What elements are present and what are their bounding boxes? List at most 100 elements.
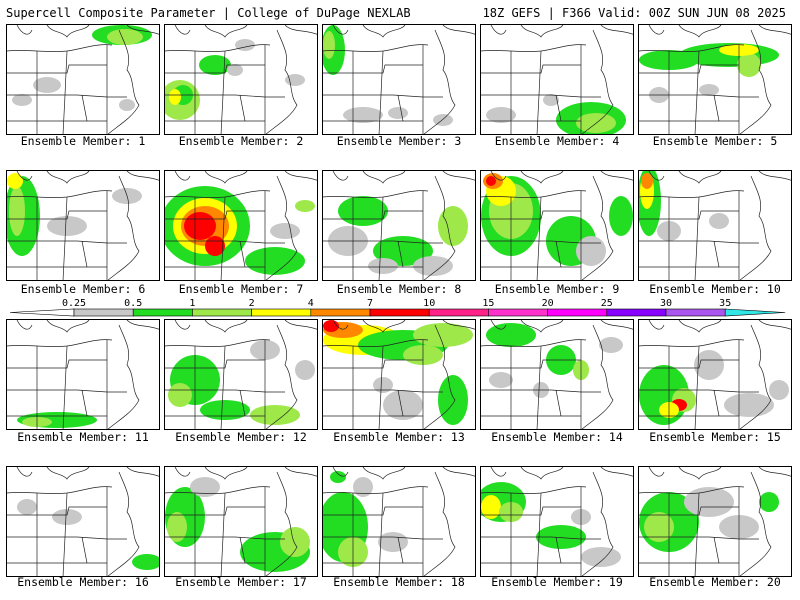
map-boundary-line	[323, 240, 424, 244]
scp-field-map	[481, 320, 633, 429]
map-boundary-line	[174, 467, 191, 477]
scp-shaded-region	[759, 492, 779, 512]
scp-shaded-region	[383, 390, 423, 420]
scp-field-map	[639, 25, 791, 134]
map-boundary-line	[581, 175, 614, 280]
scp-shaded-region	[52, 509, 82, 525]
map-boundary-line	[165, 94, 266, 98]
map-boundary-line	[323, 486, 429, 494]
scp-shaded-region	[353, 477, 373, 497]
colorbar-tick-label: 0.5	[124, 298, 142, 309]
map-boundary-line	[600, 467, 633, 477]
map-boundary-line	[107, 471, 140, 576]
map-boundary-line	[423, 29, 456, 134]
map-boundary-line	[7, 44, 113, 52]
scp-shaded-region	[270, 223, 300, 239]
ensemble-map-panel	[6, 170, 160, 281]
colorbar-segment	[428, 308, 489, 317]
map-boundary-line	[126, 320, 159, 330]
scp-shaded-region	[536, 525, 586, 549]
scp-field-map	[165, 171, 317, 280]
ensemble-member-label: Ensemble Member: 16	[17, 575, 149, 589]
map-boundary-line	[204, 467, 248, 480]
ensemble-member-label: Ensemble Member: 18	[333, 575, 465, 589]
ensemble-map-panel	[638, 24, 792, 135]
map-boundary-line	[481, 240, 582, 244]
colorbar-segment	[369, 308, 430, 317]
ensemble-map-panel	[164, 170, 318, 281]
map-boundary-line	[397, 389, 404, 417]
ensemble-member-label: Ensemble Member: 12	[175, 430, 307, 444]
map-boundary-line	[536, 345, 542, 429]
map-boundary-line	[520, 467, 564, 480]
ensemble-map-panel	[6, 24, 160, 135]
model-run-info: 18Z GEFS | F366 Valid: 00Z SUN JUN 08 20…	[482, 6, 786, 20]
scp-shaded-region	[576, 236, 606, 266]
map-boundary-line	[126, 25, 159, 35]
map-boundary-line	[107, 175, 140, 280]
colorbar-segment	[192, 308, 252, 317]
map-boundary-line	[323, 536, 424, 540]
colorbar-tick-label: 30	[660, 298, 672, 309]
map-boundary-line	[678, 171, 722, 184]
scp-field-map	[165, 25, 317, 134]
map-boundary-line	[490, 171, 507, 181]
map-boundary-line	[204, 171, 248, 184]
scp-shaded-region	[769, 380, 789, 400]
scp-shaded-region	[47, 216, 87, 236]
map-boundary-line	[481, 536, 582, 540]
scp-shaded-region	[245, 247, 305, 275]
scp-shaded-region	[724, 393, 774, 417]
scp-shaded-region	[489, 372, 513, 388]
map-boundary-line	[648, 320, 665, 330]
map-boundary-line	[536, 196, 542, 280]
map-boundary-line	[204, 25, 248, 38]
map-title: Supercell Composite Parameter | College …	[6, 6, 411, 20]
map-boundary-line	[362, 25, 406, 38]
map-boundary-line	[174, 171, 191, 181]
map-boundary-line	[378, 50, 384, 134]
map-boundary-line	[397, 94, 404, 122]
ensemble-map-panel	[480, 466, 634, 577]
ensemble-member-label: Ensemble Member: 4	[494, 134, 620, 148]
scp-shaded-region	[12, 94, 32, 106]
map-boundary-line	[62, 345, 68, 429]
map-boundary-line	[16, 171, 33, 181]
scp-shaded-region	[132, 554, 159, 570]
map-boundary-line	[678, 320, 722, 333]
map-boundary-line	[46, 320, 90, 333]
colorbar-tick-label: 4	[308, 298, 314, 309]
map-boundary-line	[7, 536, 108, 540]
scp-shaded-region	[7, 173, 23, 189]
map-boundary-line	[758, 171, 791, 181]
scp-field-map	[165, 320, 317, 429]
map-boundary-line	[7, 240, 108, 244]
map-boundary-line	[600, 25, 633, 35]
map-boundary-line	[536, 50, 542, 134]
ensemble-map-panel	[164, 24, 318, 135]
map-boundary-line	[7, 339, 113, 347]
colorbar-segment	[547, 308, 608, 317]
scp-shaded-region	[330, 471, 346, 483]
map-boundary-line	[581, 471, 614, 576]
scp-shaded-region	[199, 55, 231, 75]
ensemble-map-panel	[638, 319, 792, 430]
map-boundary-line	[16, 25, 33, 35]
scp-field-map	[7, 467, 159, 576]
map-boundary-line	[81, 94, 88, 122]
scp-shaded-region	[599, 337, 623, 353]
colorbar-tick-label: 2	[249, 298, 255, 309]
map-boundary-line	[46, 25, 90, 38]
map-boundary-line	[7, 64, 107, 74]
scp-shaded-region	[378, 532, 408, 552]
scp-shaded-region	[438, 206, 468, 246]
map-boundary-line	[555, 536, 562, 564]
scp-shaded-region	[338, 196, 388, 226]
map-boundary-line	[62, 196, 68, 280]
scp-shaded-region	[737, 53, 761, 77]
scp-field-map	[639, 320, 791, 429]
ensemble-member-label: Ensemble Member: 8	[336, 282, 462, 296]
map-boundary-line	[239, 240, 246, 268]
map-boundary-line	[600, 171, 633, 181]
map-boundary-line	[481, 44, 587, 52]
